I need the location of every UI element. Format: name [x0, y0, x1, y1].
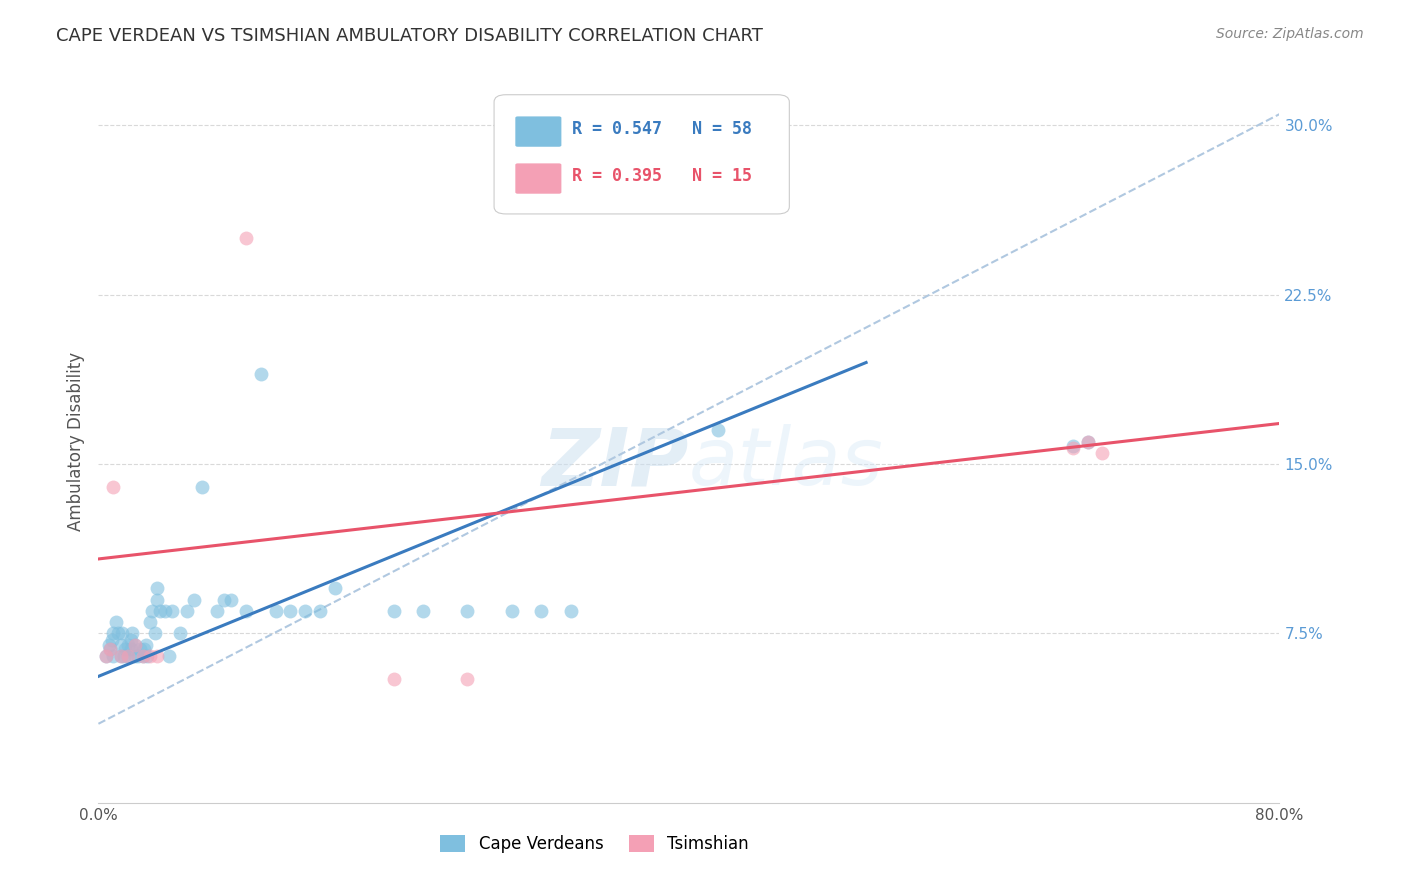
- Point: [100, 633, 122, 648]
- Text: Source: ZipAtlas.com: Source: ZipAtlas.com: [1216, 27, 1364, 41]
- Point: [176, 604, 198, 618]
- Point: [250, 367, 273, 381]
- Point: [98, 642, 121, 657]
- Point: [162, 604, 183, 618]
- Point: [191, 480, 214, 494]
- Point: [132, 648, 155, 663]
- Point: [146, 582, 169, 596]
- Point: [183, 592, 205, 607]
- Point: [205, 604, 228, 618]
- Point: [382, 604, 405, 618]
- FancyBboxPatch shape: [516, 163, 561, 194]
- Point: [457, 604, 479, 618]
- Point: [94, 648, 117, 663]
- Point: [1062, 439, 1084, 453]
- Point: [110, 648, 132, 663]
- Point: [309, 604, 332, 618]
- Point: [149, 604, 172, 618]
- Point: [294, 604, 316, 618]
- Point: [139, 615, 162, 630]
- Point: [128, 642, 150, 657]
- FancyBboxPatch shape: [516, 117, 561, 147]
- Point: [280, 604, 302, 618]
- Text: CAPE VERDEAN VS TSIMSHIAN AMBULATORY DISABILITY CORRELATION CHART: CAPE VERDEAN VS TSIMSHIAN AMBULATORY DIS…: [56, 27, 763, 45]
- Point: [264, 604, 287, 618]
- Point: [127, 648, 149, 663]
- Point: [117, 648, 139, 663]
- Point: [117, 648, 139, 663]
- Text: R = 0.395   N = 15: R = 0.395 N = 15: [572, 168, 752, 186]
- Point: [235, 604, 257, 618]
- Point: [136, 648, 159, 663]
- Point: [221, 592, 243, 607]
- Point: [114, 642, 136, 657]
- Point: [97, 638, 120, 652]
- Point: [103, 480, 125, 494]
- Point: [124, 638, 146, 652]
- Point: [323, 582, 346, 596]
- Point: [111, 626, 134, 640]
- Y-axis label: Ambulatory Disability: Ambulatory Disability: [66, 352, 84, 531]
- Point: [120, 633, 142, 648]
- Text: R = 0.547   N = 58: R = 0.547 N = 58: [572, 120, 752, 138]
- Point: [98, 642, 121, 657]
- Point: [110, 648, 132, 663]
- Point: [143, 626, 166, 640]
- Point: [112, 648, 135, 663]
- Point: [457, 672, 479, 686]
- Point: [1077, 434, 1099, 449]
- Point: [153, 604, 176, 618]
- Point: [141, 604, 163, 618]
- Point: [146, 592, 169, 607]
- Point: [103, 626, 125, 640]
- Point: [94, 648, 117, 663]
- Point: [707, 423, 730, 437]
- Point: [560, 604, 582, 618]
- Text: atlas: atlas: [689, 425, 884, 502]
- Point: [146, 648, 169, 663]
- Point: [107, 626, 129, 640]
- Point: [103, 648, 125, 663]
- Point: [1062, 442, 1084, 456]
- Point: [382, 672, 405, 686]
- Point: [135, 638, 157, 652]
- Point: [124, 648, 146, 663]
- Legend: Cape Verdeans, Tsimshian: Cape Verdeans, Tsimshian: [434, 828, 755, 860]
- Point: [139, 648, 162, 663]
- Point: [1091, 446, 1114, 460]
- FancyBboxPatch shape: [494, 95, 789, 214]
- Point: [169, 626, 191, 640]
- Point: [501, 604, 523, 618]
- Text: ZIP: ZIP: [541, 425, 689, 502]
- Point: [105, 615, 128, 630]
- Point: [124, 638, 146, 652]
- Point: [110, 638, 132, 652]
- Point: [120, 642, 142, 657]
- Point: [530, 604, 553, 618]
- Point: [132, 648, 155, 663]
- Point: [134, 642, 156, 657]
- Point: [117, 638, 139, 652]
- Point: [412, 604, 434, 618]
- Point: [212, 592, 235, 607]
- Point: [121, 626, 143, 640]
- Point: [157, 648, 180, 663]
- Point: [235, 231, 257, 245]
- Point: [1077, 434, 1099, 449]
